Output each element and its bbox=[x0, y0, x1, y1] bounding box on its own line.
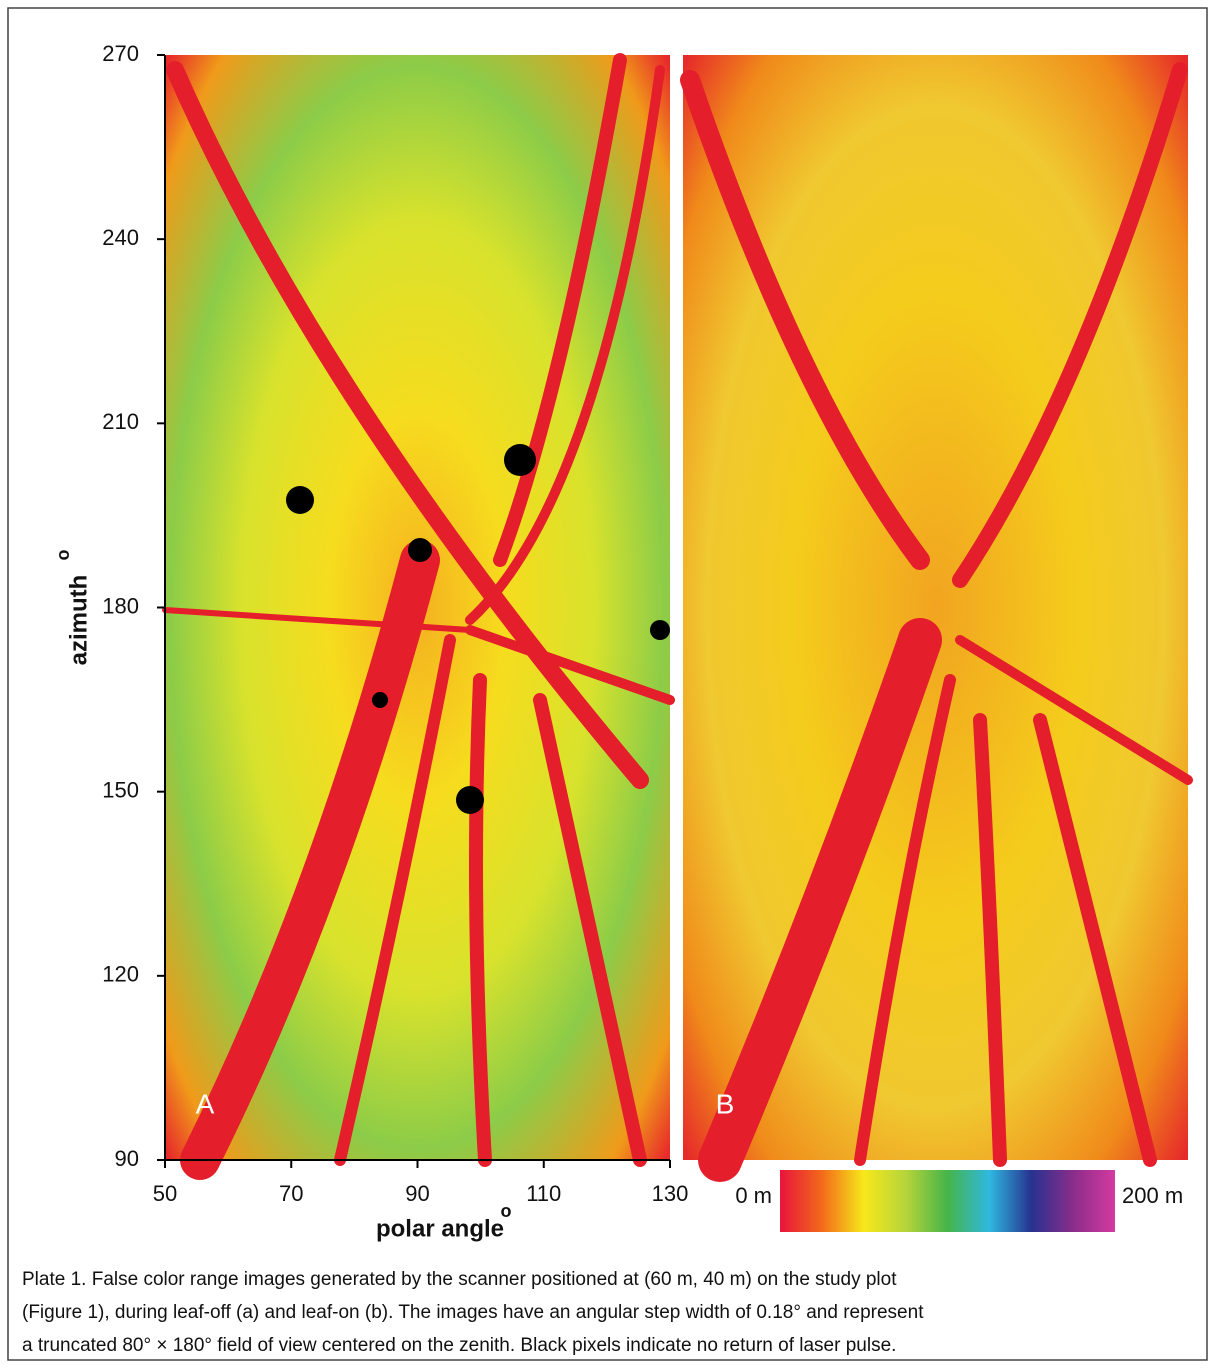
colorbar-min-label: 0 m bbox=[735, 1183, 772, 1208]
y-axis-label: azimuth bbox=[65, 575, 92, 666]
y-tick-label: 180 bbox=[102, 593, 139, 618]
y-tick-label: 90 bbox=[115, 1146, 139, 1171]
panel-label: A bbox=[196, 1088, 215, 1119]
colorbar-max-label: 200 m bbox=[1122, 1183, 1183, 1208]
caption-line: Plate 1. False color range images genera… bbox=[22, 1269, 897, 1290]
x-tick-label: 130 bbox=[652, 1181, 689, 1206]
y-tick-label: 120 bbox=[102, 962, 139, 987]
y-tick-label: 270 bbox=[102, 41, 139, 66]
frame bbox=[7, 7, 1208, 1361]
y-tick-label: 240 bbox=[102, 225, 139, 250]
x-tick-label: 90 bbox=[405, 1181, 429, 1206]
x-axis-label: polar angle bbox=[376, 1215, 504, 1242]
panel-label: B bbox=[716, 1088, 735, 1119]
y-tick-label: 150 bbox=[102, 777, 139, 802]
panel-a bbox=[162, 53, 675, 1180]
colorbar bbox=[780, 1170, 1115, 1232]
caption-line: (Figure 1), during leaf-off (a) and leaf… bbox=[22, 1302, 924, 1323]
panel-b bbox=[680, 55, 1193, 1182]
caption-line: a truncated 80° × 180° field of view cen… bbox=[22, 1335, 896, 1356]
y-tick-label: 210 bbox=[102, 409, 139, 434]
y-axis-degree: o bbox=[53, 550, 73, 561]
x-tick-label: 50 bbox=[153, 1181, 177, 1206]
x-tick-label: 70 bbox=[279, 1181, 303, 1206]
x-tick-label: 110 bbox=[526, 1181, 561, 1206]
x-axis-degree: o bbox=[501, 1201, 512, 1221]
